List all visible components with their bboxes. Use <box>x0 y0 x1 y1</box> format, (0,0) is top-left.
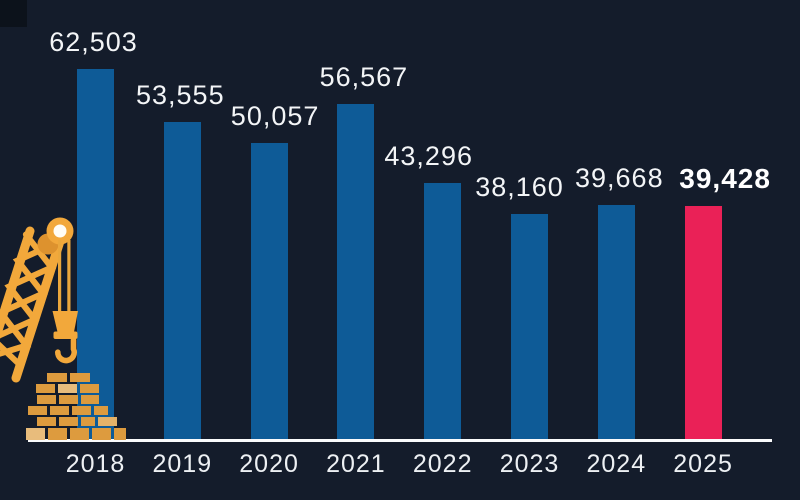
bar-2019 <box>163 122 201 441</box>
value-label-2022: 43,296 <box>384 141 473 171</box>
value-label-2020: 50,057 <box>230 101 320 131</box>
crane-boom <box>0 226 67 383</box>
brick-pile-icon <box>26 373 126 440</box>
x-axis-line <box>28 439 772 442</box>
bar-2021 <box>337 104 375 441</box>
crane-cable <box>58 240 71 313</box>
bar-2025 <box>684 206 722 441</box>
year-label-2019: 2019 <box>152 450 213 478</box>
bar-2022 <box>424 183 462 441</box>
value-label-2018: 62,503 <box>49 27 138 57</box>
year-label-2024: 2024 <box>586 450 647 478</box>
year-label-2018: 2018 <box>65 450 126 478</box>
crane-icon <box>0 217 126 440</box>
year-label-2020: 2020 <box>239 450 299 478</box>
bar-2023 <box>511 214 548 441</box>
value-label-2025: 39,428 <box>679 163 771 194</box>
bar-2024 <box>597 205 635 441</box>
year-label-2023: 2023 <box>499 450 560 478</box>
year-label-2021: 2021 <box>326 450 386 478</box>
year-label-2022: 2022 <box>412 450 473 478</box>
pulley-center <box>53 224 67 238</box>
value-label-2023: 38,160 <box>475 172 564 202</box>
crane-hook-icon <box>52 311 78 364</box>
corner-decoration <box>0 0 27 27</box>
value-label-2024: 39,668 <box>575 163 664 193</box>
value-label-2021: 56,567 <box>319 62 409 92</box>
year-label-2025: 2025 <box>673 450 733 478</box>
bar-2020 <box>250 143 288 441</box>
value-label-2019: 53,555 <box>136 80 225 110</box>
